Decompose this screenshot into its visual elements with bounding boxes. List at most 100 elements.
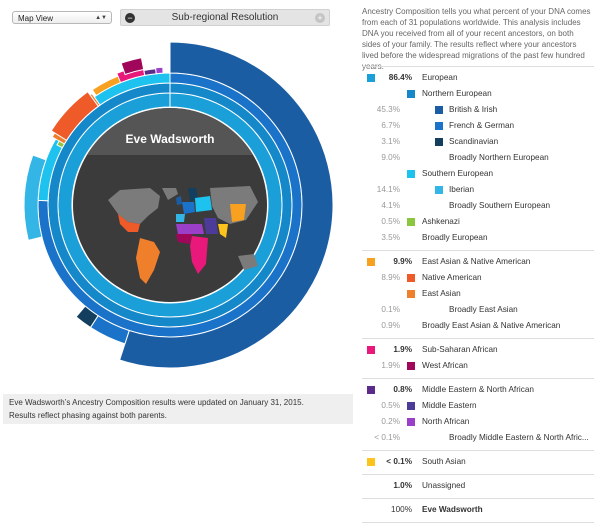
legend-row[interactable]: 8.9% Native American	[362, 270, 594, 286]
legend-label: British & Irish	[449, 105, 498, 114]
legend-percent: 9.0%	[381, 153, 400, 162]
legend-label: Sub-Saharan African	[422, 345, 498, 354]
legend-row[interactable]: 14.1% Iberian	[362, 182, 594, 198]
map-iberia	[176, 214, 185, 222]
legend-row[interactable]: 1.9% West African	[362, 358, 594, 374]
update-notice-line-2: Results reflect phasing against both par…	[9, 411, 167, 420]
legend-percent: 0.5%	[381, 217, 400, 226]
legend-row[interactable]: < 0.1% Broadly Middle Eastern & North Afr…	[362, 430, 594, 446]
legend-row[interactable]: 9.0% Broadly Northern European	[362, 150, 594, 166]
update-notice-line-1: Eve Wadsworth’s Ancestry Composition res…	[9, 398, 304, 407]
legend-row[interactable]: 6.7% French & German	[362, 118, 594, 134]
legend-row[interactable]: 0.1% Broadly East Asian	[362, 302, 594, 318]
legend-label: South Asian	[422, 457, 466, 466]
map-sub-saharan-africa	[190, 236, 208, 274]
legend-group: 9.9% East Asian & Native American 8.9% Nati…	[362, 250, 594, 338]
legend-percent: 1.9%	[381, 361, 400, 370]
legend-group: 1.0% Unassigned	[362, 474, 594, 498]
map-north-america	[108, 188, 160, 224]
legend-percent: 1.9%	[393, 345, 412, 354]
legend-percent: 0.2%	[381, 417, 400, 426]
legend-row[interactable]: 0.5% Middle Eastern	[362, 398, 594, 414]
ancestry-sunburst-chart[interactable]: Eve Wadsworth	[0, 38, 360, 378]
ring-native-american[interactable]	[50, 91, 99, 142]
legend-row[interactable]: 3.5% Broadly European	[362, 230, 594, 246]
legend-swatch	[435, 138, 443, 146]
legend-label: Broadly East Asian	[449, 305, 518, 314]
legend-row[interactable]: 0.2% North African	[362, 414, 594, 430]
legend-swatch	[407, 362, 415, 370]
map-middle-east	[204, 218, 218, 234]
legend-percent: 45.3%	[376, 105, 400, 114]
legend-row[interactable]: 9.9% East Asian & Native American	[362, 254, 594, 270]
legend-row[interactable]: 86.4% European	[362, 70, 594, 86]
map-australia	[238, 254, 258, 270]
legend-swatch	[435, 106, 443, 114]
legend-row[interactable]: 1.0% Unassigned	[362, 478, 594, 494]
legend-row[interactable]: East Asian	[362, 286, 594, 302]
legend-group: 0.8% Middle Eastern & North African 0.5% Mi…	[362, 378, 594, 450]
resolution-bar: − Sub-regional Resolution +	[120, 9, 330, 26]
legend-row[interactable]: 0.9% Broadly East Asian & Native American	[362, 318, 594, 334]
name-band	[86, 108, 254, 155]
legend-row[interactable]: 45.3% British & Irish	[362, 102, 594, 118]
view-select[interactable]: Map View ▲▼	[12, 11, 112, 24]
ring-north-african[interactable]	[155, 66, 164, 75]
increase-resolution-icon[interactable]: +	[315, 13, 325, 23]
legend-swatch	[407, 290, 415, 298]
legend-percent: 3.1%	[381, 137, 400, 146]
ring-iberian[interactable]	[23, 154, 47, 241]
intro-text: Ancestry Composition tells you what perc…	[362, 7, 591, 71]
legend-percent: 0.8%	[393, 385, 412, 394]
resolution-label: Sub-regional Resolution	[171, 12, 279, 23]
map-east-asia	[230, 204, 246, 222]
legend-row[interactable]: Northern European	[362, 86, 594, 102]
map-greenland	[162, 188, 178, 200]
legend-row[interactable]: < 0.1% South Asian	[362, 454, 594, 470]
legend-label: North African	[422, 417, 470, 426]
legend-swatch	[435, 186, 443, 194]
legend-swatch	[407, 218, 415, 226]
legend-label: Southern European	[422, 169, 494, 178]
ring-british-irish[interactable]	[118, 41, 334, 369]
legend-label: East Asian & Native American	[422, 257, 531, 266]
decrease-resolution-icon[interactable]: −	[125, 13, 135, 23]
ring-ashkenazi[interactable]	[56, 140, 66, 149]
legend-percent: 0.1%	[381, 305, 400, 314]
legend-label: Ashkenazi	[422, 217, 460, 226]
legend-swatch	[407, 402, 415, 410]
legend-label: European	[422, 73, 458, 82]
legend-row[interactable]: 0.8% Middle Eastern & North African	[362, 382, 594, 398]
legend-group: 1.9% Sub-Saharan African 1.9% West African	[362, 338, 594, 378]
legend-percent: 0.9%	[381, 321, 400, 330]
legend-swatch	[407, 170, 415, 178]
legend-label: Unassigned	[422, 481, 466, 490]
legend-row[interactable]: 1.9% Sub-Saharan African	[362, 342, 594, 358]
map-background-disk	[73, 108, 267, 302]
legend-label: French & German	[449, 121, 515, 130]
select-arrows-icon: ▲▼	[95, 15, 107, 21]
map-eastern-europe	[195, 196, 212, 212]
legend-percent: 100%	[391, 505, 412, 514]
legend-group: 100% Eve Wadsworth	[362, 498, 594, 523]
map-south-america	[136, 238, 160, 284]
legend-row[interactable]: 4.1% Broadly Southern European	[362, 198, 594, 214]
map-british-isles	[176, 196, 182, 205]
legend-label: Broadly Middle Eastern & North Afric...	[449, 433, 589, 442]
legend-percent: 4.1%	[381, 201, 400, 210]
map-south-asia	[218, 224, 228, 238]
legend-row[interactable]: 100% Eve Wadsworth	[362, 502, 594, 518]
legend-label: Northern European	[422, 89, 492, 98]
legend-percent: 0.5%	[381, 401, 400, 410]
legend-row[interactable]: 0.5% Ashkenazi	[362, 214, 594, 230]
ring-west-african[interactable]	[120, 57, 145, 76]
legend-swatch	[407, 274, 415, 282]
ring-middle-eastern-north-african[interactable]	[143, 68, 157, 77]
legend-percent: 8.9%	[381, 273, 400, 282]
ring-scandinavian[interactable]	[75, 305, 99, 329]
legend-row[interactable]: Southern European	[362, 166, 594, 182]
legend-row[interactable]: 3.1% Scandinavian	[362, 134, 594, 150]
legend-percent: 1.0%	[393, 481, 412, 490]
world-map	[108, 186, 258, 284]
legend-swatch	[407, 90, 415, 98]
